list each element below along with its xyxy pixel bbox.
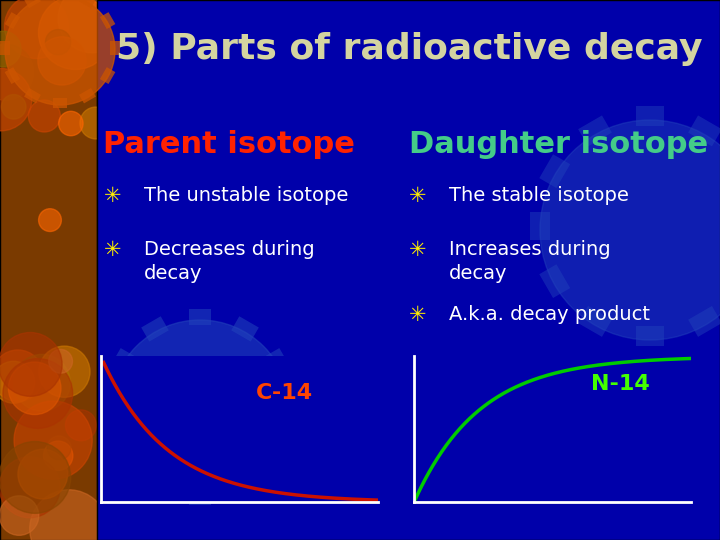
Bar [688, 306, 720, 337]
Bar [530, 212, 550, 240]
Bar [109, 348, 135, 376]
Bar [24, 88, 41, 104]
Bar [102, 396, 118, 418]
Circle shape [49, 349, 73, 373]
Circle shape [39, 208, 61, 232]
Text: 5) Parts of radioactive decay: 5) Parts of radioactive decay [116, 32, 703, 66]
Circle shape [38, 0, 112, 70]
Bar [79, 88, 96, 104]
Bar [100, 12, 115, 29]
Circle shape [0, 44, 34, 100]
Bar [4, 12, 20, 29]
Circle shape [540, 120, 720, 340]
Circle shape [0, 31, 21, 67]
Circle shape [0, 442, 71, 514]
Circle shape [30, 490, 108, 540]
Bar [231, 472, 258, 497]
Circle shape [45, 30, 71, 55]
Bar [189, 309, 211, 325]
Circle shape [0, 361, 35, 403]
Circle shape [39, 346, 90, 397]
Bar [636, 106, 664, 126]
FancyBboxPatch shape [97, 0, 720, 540]
Circle shape [14, 354, 71, 411]
Bar [141, 472, 168, 497]
Text: Parent isotope: Parent isotope [104, 130, 355, 159]
Circle shape [3, 359, 73, 428]
Text: Increases during
decay: Increases during decay [449, 240, 611, 283]
Bar [282, 396, 298, 418]
Circle shape [4, 0, 68, 58]
Circle shape [0, 350, 44, 401]
Bar [4, 67, 20, 84]
Bar [636, 326, 664, 346]
Bar [100, 67, 115, 84]
Bar [53, 98, 67, 108]
Bar [189, 489, 211, 505]
Text: The stable isotope: The stable isotope [449, 186, 629, 205]
Bar [141, 316, 168, 341]
Circle shape [0, 457, 60, 518]
Bar [578, 116, 612, 146]
Text: Daughter isotope: Daughter isotope [409, 130, 708, 159]
Text: ✳: ✳ [409, 240, 426, 260]
Circle shape [28, 100, 60, 132]
Bar [539, 264, 570, 298]
Text: ✳: ✳ [409, 186, 426, 206]
Text: ✳: ✳ [409, 305, 426, 325]
Circle shape [43, 441, 73, 470]
Circle shape [58, 111, 83, 136]
Text: C-14: C-14 [256, 383, 313, 403]
Bar [79, 0, 96, 8]
Circle shape [18, 449, 68, 499]
Bar [110, 41, 120, 55]
Circle shape [58, 0, 127, 53]
Circle shape [47, 436, 71, 460]
Text: Decreases during
decay: Decreases during decay [144, 240, 315, 283]
Bar [539, 154, 570, 188]
Bar [265, 348, 291, 376]
Circle shape [14, 401, 92, 480]
Bar [109, 438, 135, 465]
Bar [231, 316, 258, 341]
Circle shape [0, 333, 62, 396]
Circle shape [5, 0, 115, 105]
Bar [688, 116, 720, 146]
Bar [24, 0, 41, 8]
Circle shape [0, 69, 32, 131]
FancyBboxPatch shape [0, 0, 97, 540]
Text: ✳: ✳ [104, 240, 121, 260]
Text: ✳: ✳ [104, 186, 121, 206]
Circle shape [66, 410, 96, 441]
Circle shape [80, 107, 112, 139]
Text: A.k.a. decay product: A.k.a. decay product [449, 305, 650, 324]
Circle shape [38, 37, 86, 85]
Circle shape [0, 496, 39, 535]
Circle shape [1, 94, 26, 119]
Text: N-14: N-14 [591, 374, 650, 394]
Bar [578, 306, 612, 337]
Circle shape [110, 320, 290, 500]
Text: The unstable isotope: The unstable isotope [144, 186, 348, 205]
Circle shape [9, 362, 61, 415]
Bar [265, 438, 291, 465]
Bar [0, 41, 10, 55]
